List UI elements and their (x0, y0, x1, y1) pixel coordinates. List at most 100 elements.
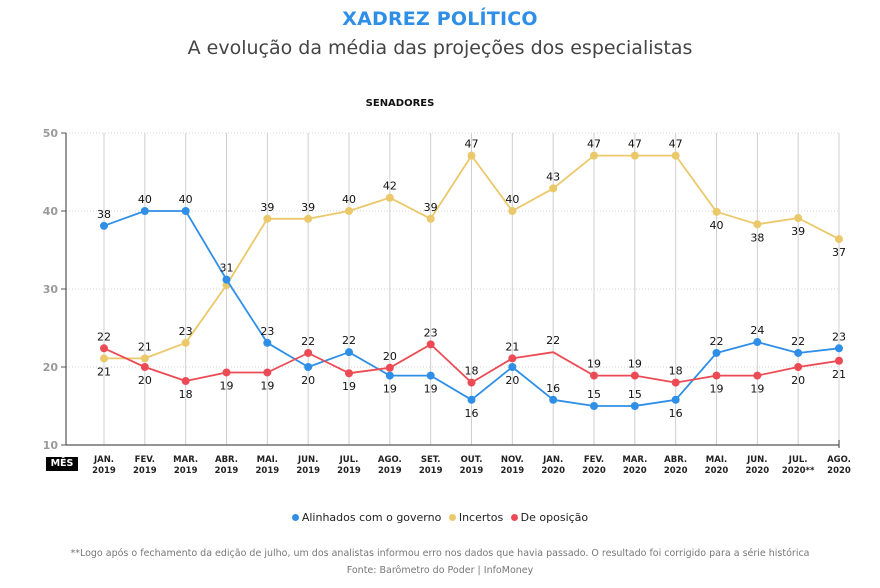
data-label: 40 (138, 193, 152, 206)
legend-label: De oposição (520, 511, 589, 524)
data-point (304, 348, 313, 357)
legend-dot-icon (291, 514, 299, 521)
data-label: 20 (138, 374, 152, 387)
data-point (835, 235, 843, 244)
legend-dot-icon (510, 514, 518, 521)
x-tick-label-month: JUN. (746, 455, 767, 465)
data-label: 40 (505, 193, 519, 206)
data-point (263, 338, 272, 347)
data-point (140, 207, 149, 215)
data-point (345, 348, 353, 357)
data-point (753, 220, 762, 229)
data-point (181, 338, 190, 347)
data-point (140, 354, 149, 363)
data-point (508, 354, 517, 363)
data-label: 16 (465, 407, 479, 420)
data-label: 40 (342, 193, 356, 206)
data-label: 23 (179, 325, 193, 338)
x-tick-label-month: JUL. (339, 455, 359, 465)
data-point (590, 402, 598, 410)
legend-item-alinhados[interactable]: Alinhados com o governo (291, 511, 442, 524)
data-label: 19 (710, 383, 724, 396)
data-point (181, 377, 190, 386)
x-tick-label-month: JAN. (542, 455, 563, 465)
data-label: 16 (546, 382, 560, 395)
series-group (100, 151, 843, 410)
data-point (712, 207, 721, 216)
x-tick-label-year: 2019 (460, 466, 484, 476)
legend-dot-icon (448, 514, 456, 521)
data-label: 39 (301, 201, 315, 214)
data-point (467, 151, 476, 160)
data-point (385, 371, 394, 380)
legend-item-incertos[interactable]: Incertos (448, 511, 503, 524)
data-label: 18 (465, 365, 479, 378)
x-tick-label-month: JUL. (788, 455, 808, 465)
data-label: 22 (710, 335, 724, 348)
data-point (100, 221, 108, 230)
data-label: 22 (301, 335, 315, 348)
footnote: **Logo após o fechamento da edição de ju… (70, 548, 810, 559)
x-tick-label-month: SET. (421, 455, 441, 465)
x-axis-badge: MÊS (46, 457, 78, 471)
x-tick-label-year: 2019 (378, 466, 402, 476)
data-label: 21 (832, 368, 846, 381)
data-label: 23 (832, 330, 846, 343)
data-label: 19 (220, 379, 234, 392)
x-tick-label-year: 2019 (215, 466, 239, 476)
x-tick-label-year: 2019 (296, 466, 320, 476)
data-label: 47 (669, 138, 683, 151)
data-point (508, 363, 517, 371)
data-label: 19 (260, 379, 274, 392)
data-label: 16 (669, 407, 683, 420)
x-tick-label-month: MAI. (706, 455, 727, 465)
legend-label: Alinhados com o governo (301, 511, 442, 524)
data-point (590, 371, 598, 380)
data-label: 20 (791, 374, 805, 387)
data-point (467, 378, 476, 387)
x-tick-label-month: ABR. (664, 455, 687, 465)
x-tick-label-month: NOV. (501, 455, 524, 465)
data-point (794, 348, 803, 357)
y-tick-label: 40 (43, 205, 59, 218)
data-label: 22 (546, 334, 560, 347)
data-point (835, 356, 843, 365)
data-label: 39 (424, 201, 438, 214)
data-point (753, 371, 762, 380)
data-label: 20 (505, 374, 519, 387)
data-point (630, 151, 639, 160)
x-tick-label-year: 2019 (92, 466, 116, 476)
x-tick-label-year: 2019 (255, 466, 279, 476)
data-point (426, 340, 435, 349)
x-tick-label-month: ABR. (215, 455, 238, 465)
data-label: 22 (342, 334, 356, 347)
x-tick-label-year: 2020** (782, 466, 815, 476)
data-label: 15 (628, 388, 642, 401)
data-label: 19 (587, 358, 601, 371)
data-point (385, 193, 394, 202)
data-label: 40 (179, 193, 193, 206)
x-tick-label-month: MAI. (257, 455, 278, 465)
x-tick-label-year: 2020 (827, 466, 851, 476)
legend: Alinhados com o governo Incertos De opos… (0, 511, 880, 524)
data-point (590, 151, 598, 160)
data-point (263, 368, 272, 377)
data-label: 21 (505, 340, 519, 353)
x-tick-label-month: MAR. (622, 455, 647, 465)
data-point (794, 214, 803, 223)
data-label: 15 (587, 388, 601, 401)
y-tick-label: 30 (43, 283, 59, 296)
data-label: 19 (424, 383, 438, 396)
data-point (304, 214, 313, 223)
chart-title: SENADORES (365, 98, 435, 109)
data-point (508, 207, 517, 215)
x-tick-label-month: JUN. (297, 455, 318, 465)
data-point (753, 338, 762, 347)
data-label: 43 (546, 170, 560, 183)
data-label: 21 (97, 365, 111, 378)
data-point (222, 368, 231, 377)
x-tick-label-month: OUT. (461, 455, 483, 465)
data-point (549, 184, 558, 193)
x-tick-label-year: 2020 (705, 466, 729, 476)
legend-item-oposicao[interactable]: De oposição (510, 511, 589, 524)
